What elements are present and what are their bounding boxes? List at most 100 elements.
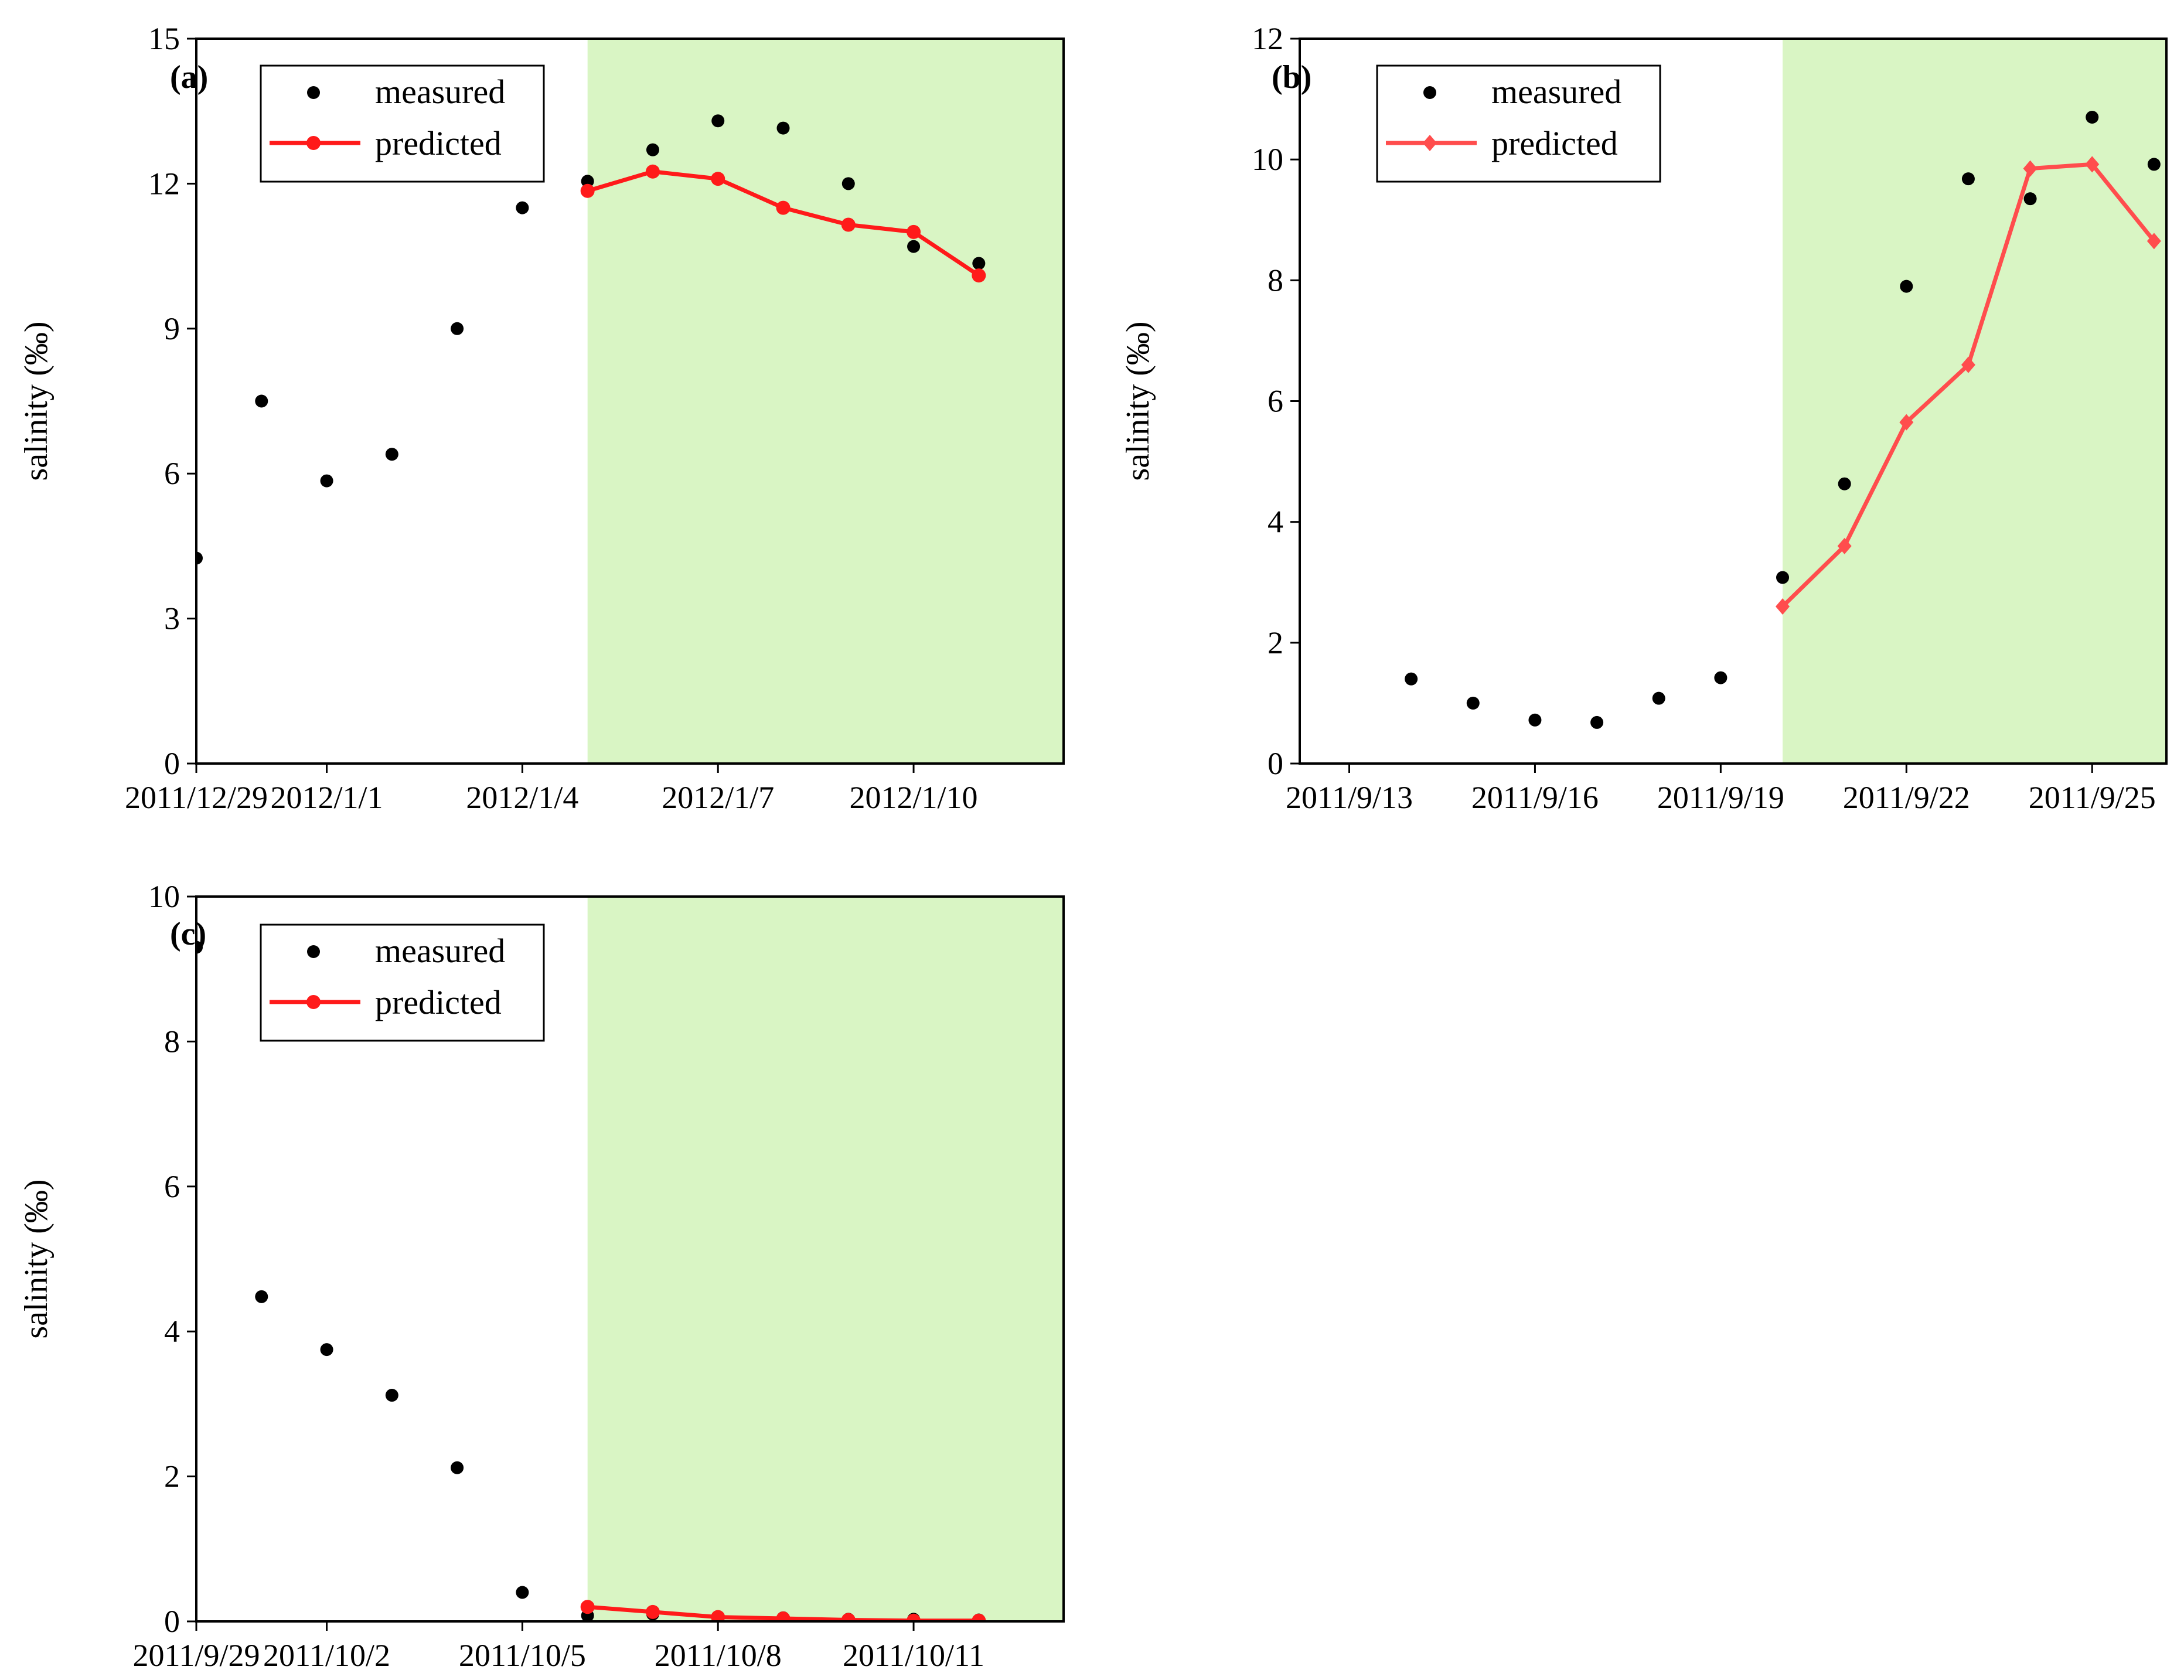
- y-tick-label: 10: [148, 879, 180, 914]
- legend-box: [260, 64, 545, 183]
- measured-point: [646, 143, 659, 156]
- forecast-shaded-region: [587, 39, 1064, 764]
- measured-point: [2147, 158, 2161, 171]
- legend: measured predicted: [260, 64, 545, 183]
- measured-point: [1405, 672, 1418, 686]
- predicted-point: [2085, 156, 2100, 173]
- y-tick-label: 8: [1268, 263, 1283, 298]
- legend-measured-marker: [307, 945, 320, 958]
- measured-point: [196, 551, 203, 565]
- legend-measured-label: measured: [375, 932, 505, 970]
- predicted-point: [645, 164, 660, 179]
- data-layer: [196, 940, 986, 1621]
- y-tick-label: 9: [164, 311, 180, 346]
- x-tick-label: 2012/1/7: [662, 780, 774, 815]
- measured-point: [1961, 172, 1975, 186]
- predicted-point: [907, 224, 921, 239]
- predicted-point: [841, 217, 856, 232]
- forecast-shaded-region: [587, 897, 1064, 1621]
- y-tick-label: 2: [1268, 625, 1283, 660]
- measured-point: [255, 394, 268, 408]
- legend-predicted-marker: [306, 136, 321, 150]
- y-axis-label: salinity (‰): [18, 1179, 54, 1338]
- y-tick-label: 6: [164, 456, 180, 491]
- x-tick-label: 2011/9/29: [132, 1638, 260, 1673]
- measured-point: [255, 1290, 268, 1303]
- x-tick-label: 2011/10/11: [843, 1638, 984, 1673]
- x-tick-label: 2011/10/8: [655, 1638, 782, 1673]
- y-tick-label: 4: [1268, 505, 1283, 540]
- predicted-point: [645, 1604, 660, 1619]
- y-tick-label: 6: [164, 1169, 180, 1204]
- chart-panel-b: 0 2 4 6 8 10 12 2011/9/13 2011/9/16 2011/9/19 2011…: [1120, 21, 2168, 815]
- legend-predicted-label: predicted: [1491, 124, 1618, 162]
- plot-frame: [195, 895, 1065, 1623]
- measured-point: [320, 474, 333, 488]
- y-axis-label: salinity (‰): [18, 321, 54, 481]
- predicted-point: [841, 1613, 856, 1621]
- y-tick-label: 0: [164, 1604, 180, 1639]
- measured-point: [1466, 696, 1480, 710]
- plot-frame: [1299, 38, 2168, 765]
- legend-box: [260, 924, 545, 1042]
- measured-point: [1590, 715, 1604, 729]
- measured-point: [776, 121, 790, 135]
- legend-measured-marker: [1423, 86, 1436, 99]
- panel-label: (c): [170, 916, 206, 952]
- legend-measured-marker: [307, 86, 320, 99]
- measured-point: [907, 240, 921, 253]
- measured-point: [1776, 571, 1790, 584]
- y-tick-label: 6: [1268, 384, 1283, 419]
- predicted-point: [2146, 233, 2161, 250]
- predicted-point: [776, 200, 791, 215]
- predicted-point: [776, 1611, 791, 1621]
- measured-point: [711, 114, 725, 128]
- predicted-point: [972, 268, 986, 283]
- x-tick-label: 2011/9/25: [2029, 780, 2156, 815]
- measured-point: [1838, 477, 1851, 490]
- measured-point: [385, 1389, 398, 1402]
- predicted-point: [1837, 537, 1852, 554]
- forecast-shaded-region: [1783, 39, 2166, 764]
- y-tick-label: 0: [1268, 746, 1283, 781]
- x-tick-label: 2011/10/2: [263, 1638, 390, 1673]
- x-tick-label: 2011/12/29: [125, 780, 268, 815]
- y-tick-label: 0: [164, 746, 180, 781]
- predicted-point: [580, 1600, 595, 1614]
- measured-point: [516, 201, 529, 214]
- predicted-point: [2023, 160, 2038, 177]
- predicted-point: [711, 172, 725, 186]
- panel-label: (a): [170, 59, 208, 96]
- predicted-point: [907, 1613, 921, 1621]
- measured-point: [320, 1343, 333, 1357]
- y-tick-label: 12: [148, 166, 180, 201]
- chart-panel-c: 0 2 4 6 8 10 2011/9/29 2011/10/2 2011/10/5 2011/1…: [18, 879, 1065, 1673]
- measured-point: [385, 448, 398, 461]
- x-tick-label: 2012/1/10: [850, 780, 978, 815]
- chart-panel-a: 0 3 6 9 12 15 2011/12/29 2012/1/1 2012/1/4 2012/1…: [18, 21, 1065, 815]
- y-tick-label: 3: [164, 601, 180, 636]
- legend: measured predicted: [1376, 64, 1661, 183]
- data-layer: [196, 114, 986, 565]
- measured-point: [581, 175, 594, 188]
- legend-predicted-label: predicted: [375, 983, 502, 1021]
- measured-point: [2023, 192, 2037, 206]
- legend: measured predicted: [260, 924, 545, 1042]
- legend-box: [1376, 64, 1661, 183]
- measured-point: [1900, 280, 1913, 293]
- measured-point: [972, 257, 986, 270]
- predicted-point: [1899, 414, 1914, 431]
- x-tick-label: 2012/1/1: [271, 780, 383, 815]
- y-axis-label: salinity (‰): [1120, 321, 1156, 481]
- panel-label: (b): [1272, 59, 1311, 96]
- predicted-point: [1776, 598, 1790, 615]
- measured-point: [1652, 691, 1665, 705]
- x-tick-label: 2011/10/5: [459, 1638, 586, 1673]
- x-tick-label: 2011/9/19: [1657, 780, 1784, 815]
- measured-point: [2086, 111, 2099, 124]
- x-tick-label: 2011/9/22: [1843, 780, 1970, 815]
- measured-point: [1528, 713, 1542, 727]
- legend-measured-label: measured: [1491, 73, 1621, 111]
- x-tick-label: 2012/1/4: [466, 780, 578, 815]
